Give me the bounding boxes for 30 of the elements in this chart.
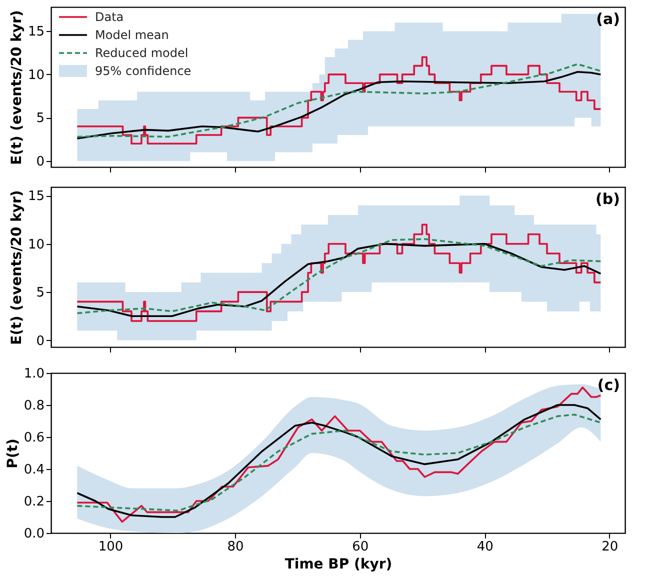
legend-label: 95% confidence [95,64,192,78]
x-tick-label: 100 [98,540,124,554]
legend-label: Data [95,10,124,24]
y-tick-label: 10 [28,237,44,252]
y-tick-label: 0.6 [24,430,44,446]
y-tick-label: 0.2 [24,494,44,510]
annotation: (a) [596,10,620,28]
legend-label: Model mean [95,28,169,42]
y-tick-label: 0.8 [24,398,44,414]
y-tick-label: 5 [36,111,44,126]
x-tick-label: 40 [476,540,494,554]
y-tick-label: 0 [36,334,44,349]
x-tick-label: 20 [602,540,618,554]
y-tick-label: 1.0 [24,366,44,382]
y-tick-label: 0.0 [24,526,44,542]
x-axis-title: Time BP (kyr) [284,556,392,572]
y-axis-title: E(t) (events/20 kyr) [8,190,25,345]
x-tick-label: 80 [227,540,244,554]
y-tick-label: 15 [28,189,44,204]
y-axis-title: P(t) [4,438,21,468]
annotation: (c) [597,376,620,394]
legend-label: Reduced model [95,46,188,60]
y-tick-label: 10 [28,68,44,83]
annotation: (b) [596,190,620,208]
y-tick-label: 0.4 [24,462,44,478]
y-tick-label: 15 [28,24,44,40]
y-axis-title: E(t) (events/20 kyr) [8,10,25,165]
x-tick-label: 60 [352,540,369,554]
y-tick-label: 5 [36,286,44,301]
y-tick-label: 0 [36,154,44,170]
